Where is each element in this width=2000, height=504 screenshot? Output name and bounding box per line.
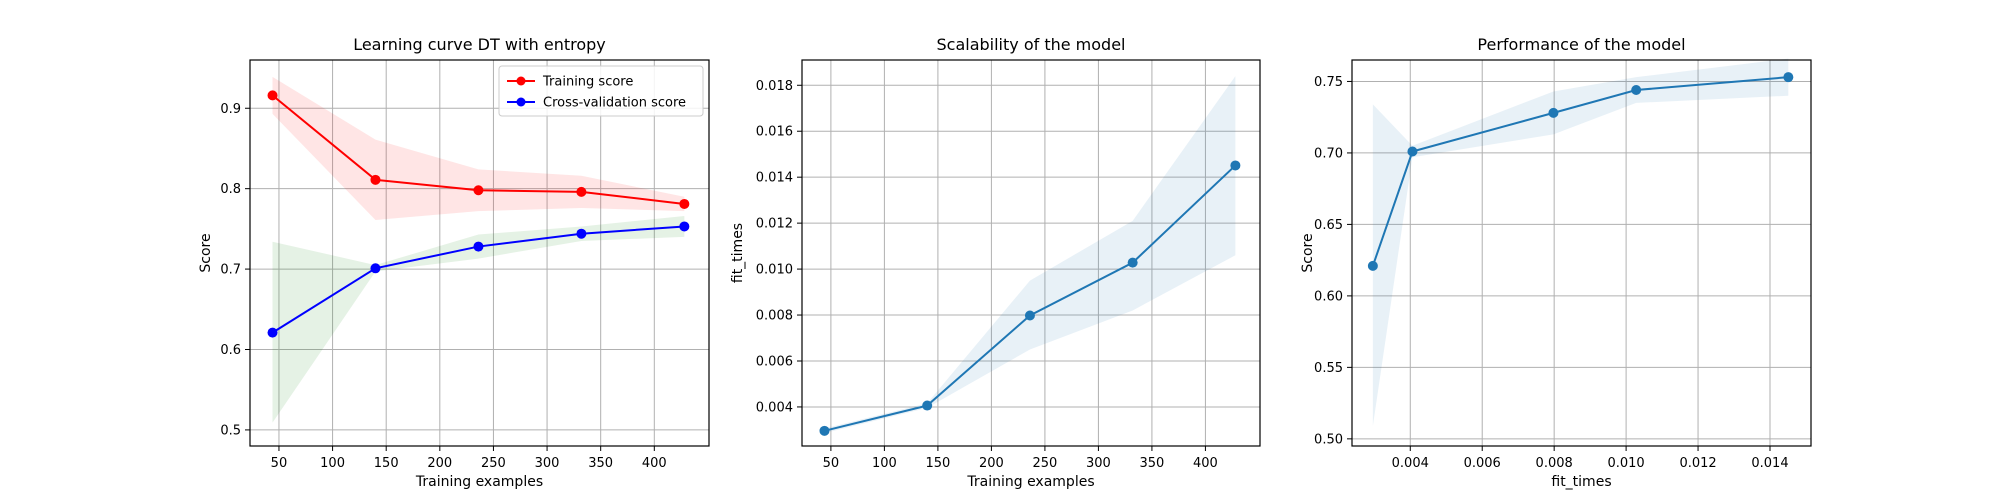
x-tick-label: 0.012: [1679, 456, 1716, 471]
x-tick-label: 400: [1193, 456, 1218, 471]
x-tick-label: 0.014: [1751, 456, 1788, 471]
data-point: [1407, 146, 1418, 157]
chart-panel-2: 50 100 150 200 250 300 350 400 0.004 0.006 0.008 0.…: [730, 35, 1261, 490]
y-axis-label: fit_times: [730, 223, 746, 283]
x-tick-label: 0.008: [1536, 456, 1573, 471]
plot-area: [1352, 60, 1811, 446]
x-tick-label: 100: [320, 456, 345, 471]
y-tick-label: 0.008: [756, 309, 793, 324]
data-point: [267, 90, 278, 101]
data-point: [473, 241, 484, 252]
axes-frame: [1351, 59, 1812, 447]
data-point: [576, 186, 587, 197]
chart-title: Scalability of the model: [937, 35, 1126, 54]
data-point: [473, 185, 484, 196]
y-tick-label: 0.006: [756, 354, 793, 369]
x-tick-label: 0.010: [1607, 456, 1644, 471]
data-point: [1367, 260, 1378, 271]
legend-marker: [516, 97, 526, 107]
data-point: [922, 400, 933, 411]
x-tick-label: 250: [481, 456, 506, 471]
x-tick-label: 300: [1086, 456, 1111, 471]
y-tick-label: 0.60: [1314, 289, 1343, 304]
legend-label: Cross-validation score: [543, 96, 686, 111]
data-point: [819, 425, 830, 436]
data-point: [1631, 85, 1642, 96]
data-point: [576, 228, 587, 239]
data-point: [1127, 257, 1138, 268]
y-tick-label: 0.9: [220, 102, 241, 117]
y-tick-label: 0.016: [756, 125, 793, 140]
x-tick-label: 150: [925, 456, 950, 471]
y-tick-label: 0.014: [756, 171, 793, 186]
y-tick-label: 0.7: [220, 263, 241, 278]
y-axis-label: Score: [1300, 233, 1316, 272]
y-tick-label: 0.6: [220, 343, 241, 358]
chart-title: Performance of the model: [1477, 35, 1685, 54]
data-point: [679, 198, 690, 209]
data-point: [1024, 310, 1035, 321]
y-axis-label: Score: [198, 233, 214, 272]
x-tick-label: 50: [823, 456, 840, 471]
x-tick-label: 100: [872, 456, 897, 471]
y-tick-label: 0.5: [220, 423, 241, 438]
legend-box: [498, 65, 704, 117]
y-tick-label: 0.55: [1314, 361, 1343, 376]
x-tick-label: 350: [588, 456, 613, 471]
data-point: [1548, 107, 1559, 118]
y-tick-label: 0.8: [220, 182, 241, 197]
confidence-band: [1372, 58, 1789, 426]
x-tick-label: 250: [1032, 456, 1057, 471]
x-tick-label: 200: [427, 456, 452, 471]
x-tick-label: 200: [979, 456, 1004, 471]
x-axis-label: Training examples: [966, 474, 1094, 490]
x-tick-label: 50: [271, 456, 288, 471]
chart-panel-1: 50 100 150 200 250 300 350 400 0.5 0.6 0.7 0.8 0.9 Le…: [198, 35, 710, 490]
legend: Training score Cross-validation score: [498, 65, 704, 117]
x-tick-label: 0.004: [1392, 456, 1429, 471]
plot-area: [250, 60, 709, 446]
chart-panel-3: 0.004 0.006 0.008 0.010 0.012 0.014 0.50 0.55 0.…: [1300, 35, 1812, 490]
confidence-band: [824, 76, 1236, 434]
data-point: [267, 327, 278, 338]
y-tick-label: 0.50: [1314, 432, 1343, 447]
data-point: [370, 263, 381, 274]
legend-label: Training score: [542, 75, 633, 90]
y-tick-label: 0.010: [756, 263, 793, 278]
legend-marker: [516, 76, 526, 86]
y-tick-label: 0.65: [1314, 218, 1343, 233]
data-point: [679, 221, 690, 232]
data-point: [370, 174, 381, 185]
data-point: [1783, 72, 1794, 83]
x-axis-label: Training examples: [415, 474, 543, 490]
chart-title: Learning curve DT with entropy: [353, 35, 606, 54]
x-axis-label: fit_times: [1551, 474, 1611, 490]
plot-area: [802, 60, 1260, 446]
y-tick-label: 0.004: [756, 400, 793, 415]
y-tick-label: 0.70: [1314, 146, 1343, 161]
x-tick-label: 300: [535, 456, 560, 471]
y-tick-label: 0.012: [756, 217, 793, 232]
x-tick-label: 0.006: [1464, 456, 1501, 471]
x-tick-label: 350: [1140, 456, 1165, 471]
x-tick-label: 150: [374, 456, 399, 471]
y-tick-label: 0.75: [1314, 75, 1343, 90]
axes-frame: [249, 59, 710, 447]
y-tick-label: 0.018: [756, 79, 793, 94]
x-tick-label: 400: [642, 456, 667, 471]
axes-frame: [801, 59, 1261, 447]
data-point: [1230, 160, 1241, 171]
